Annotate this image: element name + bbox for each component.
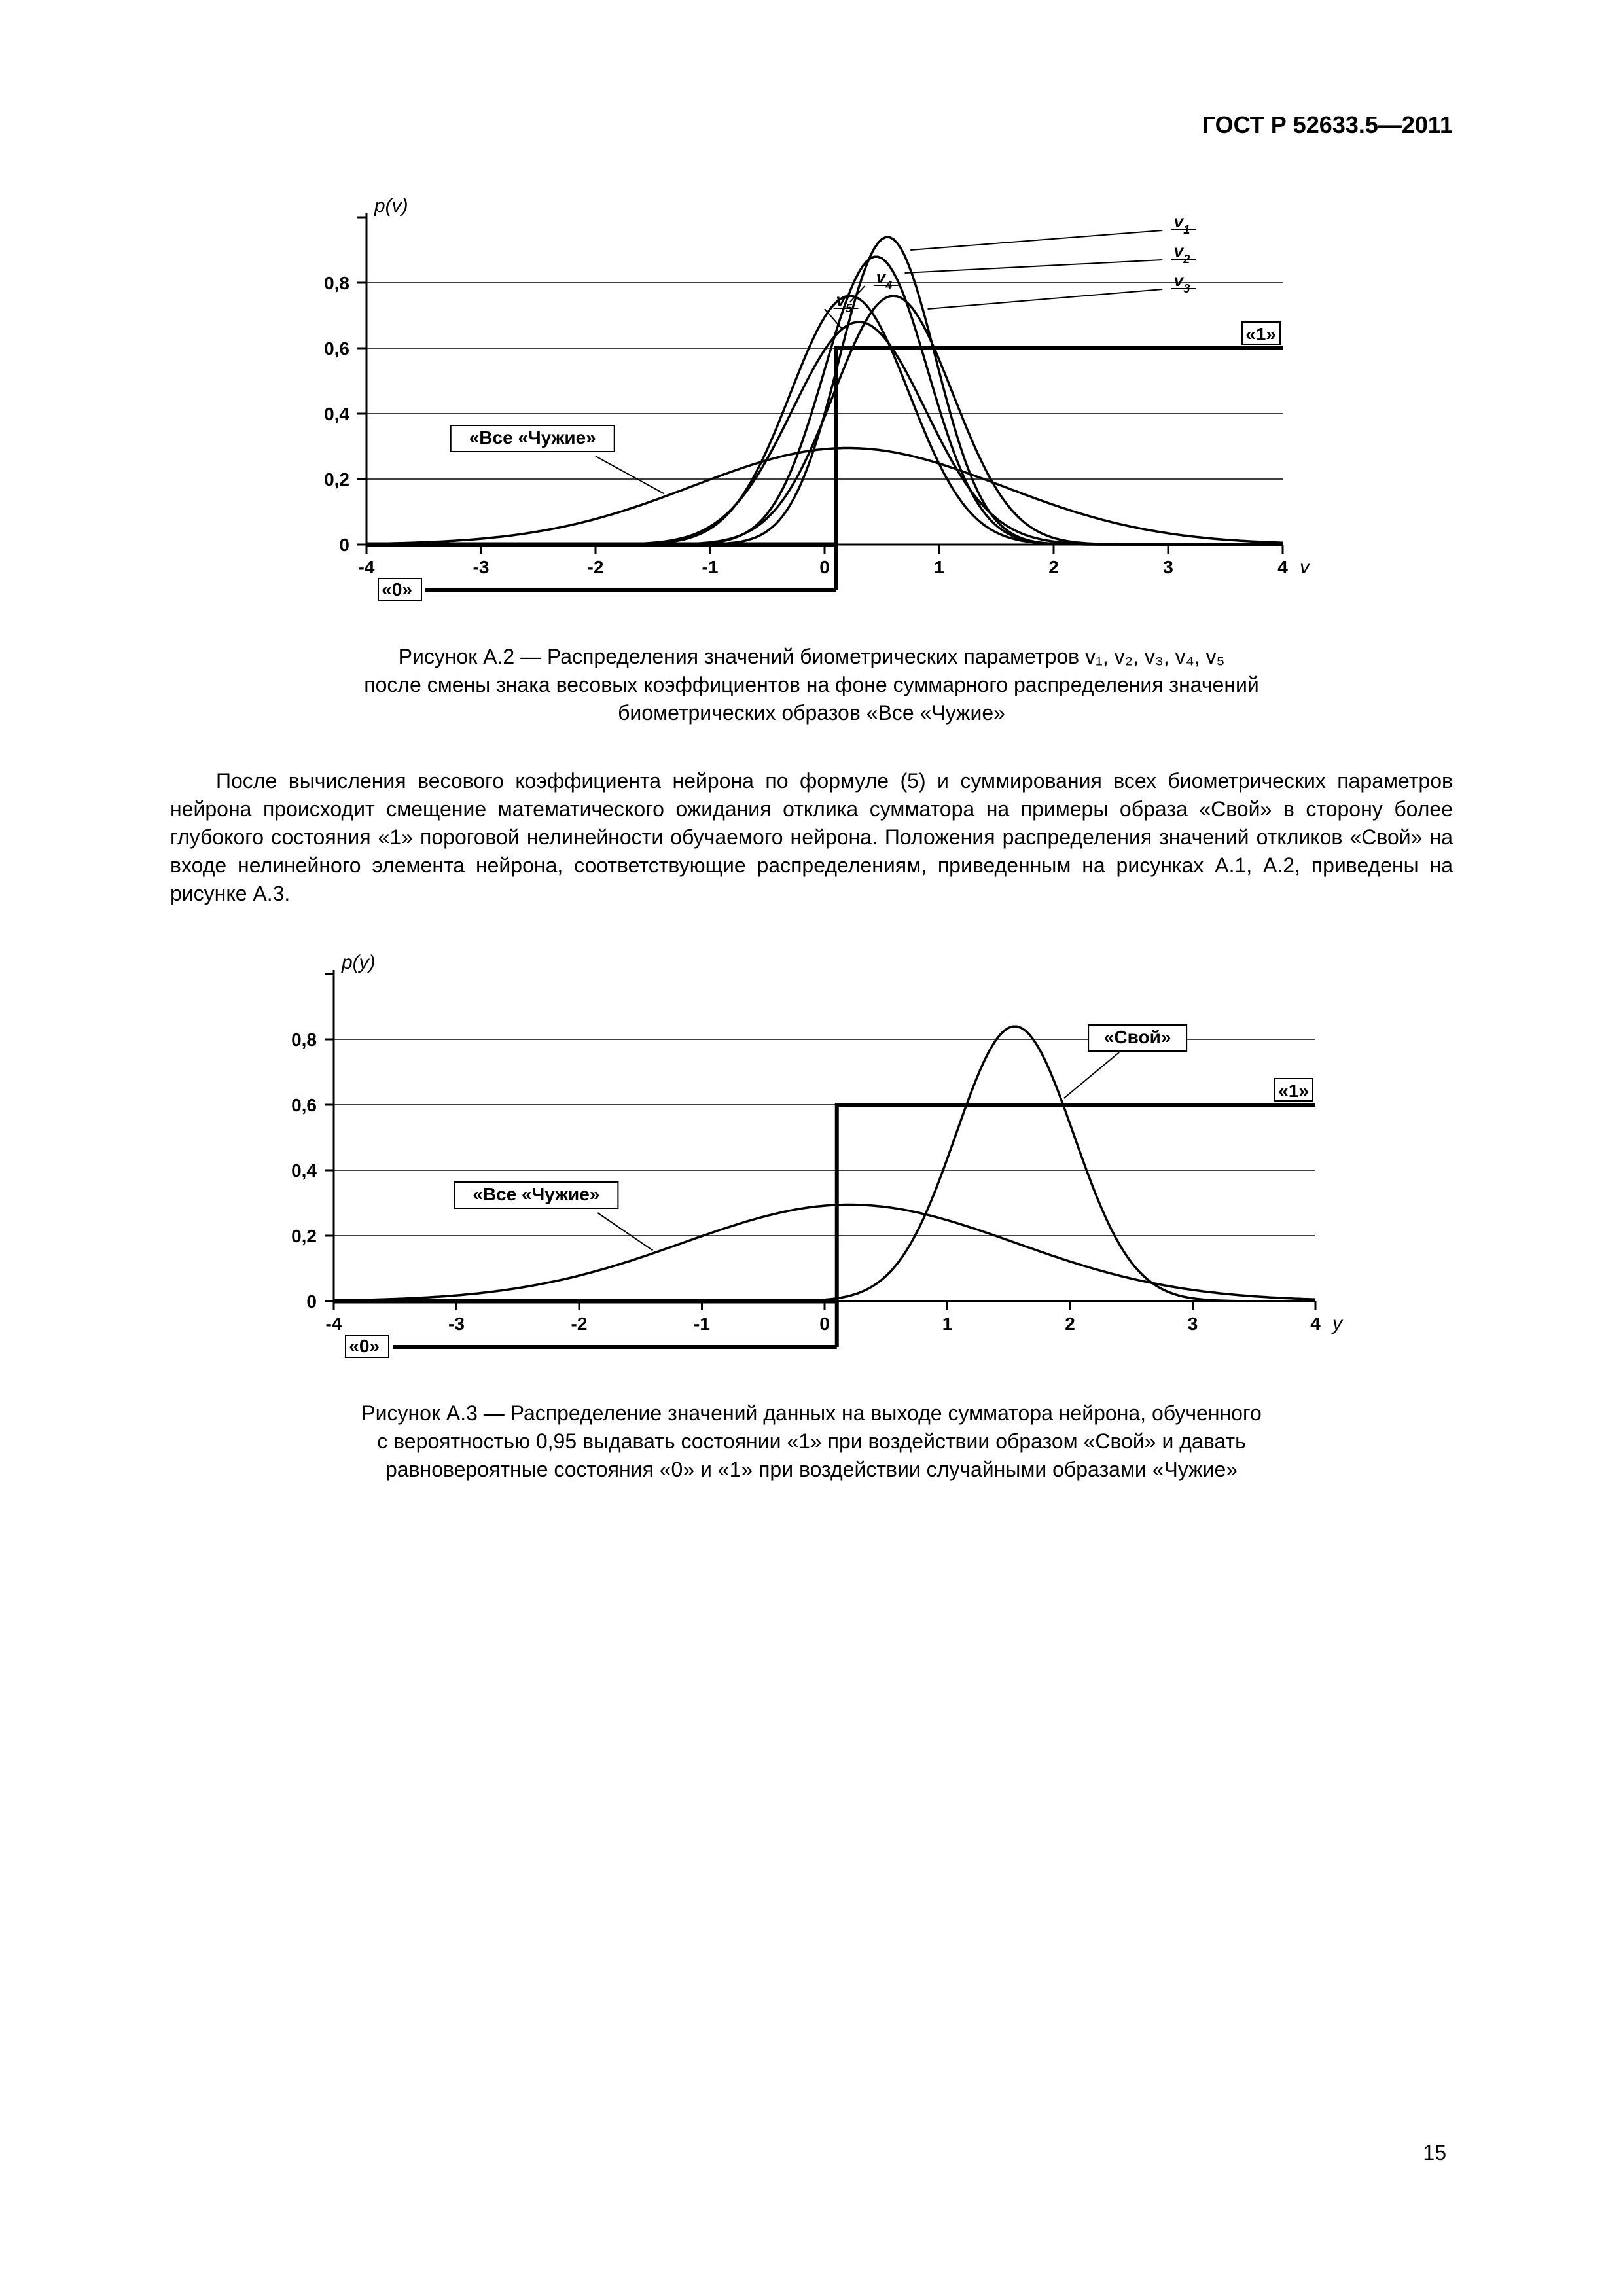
svg-text:0: 0 bbox=[339, 535, 349, 555]
svg-text:4: 4 bbox=[1310, 1314, 1321, 1334]
svg-text:-2: -2 bbox=[588, 557, 604, 577]
svg-text:0,8: 0,8 bbox=[291, 1030, 317, 1050]
svg-text:-4: -4 bbox=[359, 557, 375, 577]
caption-a3: Рисунок А.3 — Распределение значений дан… bbox=[255, 1399, 1368, 1484]
svg-text:«Все «Чужие»: «Все «Чужие» bbox=[473, 1184, 599, 1204]
svg-text:0,4: 0,4 bbox=[291, 1160, 317, 1181]
svg-text:0: 0 bbox=[819, 1314, 830, 1334]
svg-text:-4: -4 bbox=[326, 1314, 342, 1334]
svg-text:0,8: 0,8 bbox=[324, 273, 349, 293]
svg-text:0,2: 0,2 bbox=[324, 469, 349, 490]
caption-a3-l3: равновероятные состояния «0» и «1» при в… bbox=[385, 1458, 1238, 1481]
svg-text:«Свой»: «Свой» bbox=[1104, 1027, 1171, 1047]
svg-text:v: v bbox=[1300, 556, 1311, 578]
svg-text:0,6: 0,6 bbox=[291, 1095, 317, 1115]
svg-text:1: 1 bbox=[934, 557, 944, 577]
svg-text:0,6: 0,6 bbox=[324, 338, 349, 359]
chart-a2-svg: -4 -3 -2 -1 0 1 2 3 4 0 0,2 0,4 0,6 0,8 p(v) v «0» «1» «Вс… bbox=[288, 191, 1335, 610]
caption-a3-l1: Рисунок А.3 — Распределение значений дан… bbox=[361, 1401, 1261, 1425]
svg-text:«1»: «1» bbox=[1278, 1081, 1309, 1101]
caption-a2-l2: после смены знака весовых коэффициентов … bbox=[364, 673, 1259, 696]
svg-text:«1»: «1» bbox=[1245, 324, 1276, 344]
svg-text:4: 4 bbox=[1277, 557, 1288, 577]
figure-a2: -4 -3 -2 -1 0 1 2 3 4 0 0,2 0,4 0,6 0,8 p(v) v «0» «1» «Вс… bbox=[170, 191, 1453, 610]
paragraph-1: После вычисления весового коэффициента н… bbox=[170, 767, 1453, 908]
caption-a2-l3: биометрических образов «Все «Чужие» bbox=[618, 701, 1005, 725]
caption-a2: Рисунок А.2 — Распределения значений био… bbox=[255, 643, 1368, 728]
svg-text:«Все «Чужие»: «Все «Чужие» bbox=[469, 427, 596, 448]
page-number: 15 bbox=[1423, 2141, 1446, 2165]
svg-text:p(v): p(v) bbox=[374, 195, 408, 217]
figure-a3: -4 -3 -2 -1 0 1 2 3 4 0 0,2 0,4 0,6 0,8 p(y) y «0» «1» «Вс… bbox=[170, 948, 1453, 1367]
svg-text:3: 3 bbox=[1188, 1314, 1198, 1334]
svg-text:0,2: 0,2 bbox=[291, 1226, 317, 1246]
svg-text:3: 3 bbox=[1163, 557, 1173, 577]
svg-text:y: y bbox=[1331, 1313, 1344, 1335]
svg-text:-1: -1 bbox=[702, 557, 719, 577]
svg-text:v1: v1 bbox=[1174, 211, 1190, 236]
caption-a3-l2: с вероятностью 0,95 выдавать состоянии «… bbox=[377, 1429, 1246, 1453]
svg-text:«0»: «0» bbox=[382, 579, 412, 600]
svg-text:-2: -2 bbox=[571, 1314, 588, 1334]
svg-text:2: 2 bbox=[1048, 557, 1059, 577]
svg-text:0: 0 bbox=[306, 1291, 317, 1312]
svg-text:v4: v4 bbox=[876, 267, 892, 292]
svg-text:«0»: «0» bbox=[349, 1336, 380, 1356]
chart-a3-svg: -4 -3 -2 -1 0 1 2 3 4 0 0,2 0,4 0,6 0,8 p(y) y «0» «1» «Вс… bbox=[255, 948, 1368, 1367]
svg-text:1: 1 bbox=[942, 1314, 953, 1334]
svg-text:-3: -3 bbox=[448, 1314, 465, 1334]
svg-text:0,4: 0,4 bbox=[324, 404, 349, 424]
caption-a2-l1: Рисунок А.2 — Распределения значений био… bbox=[399, 645, 1225, 668]
svg-text:-3: -3 bbox=[473, 557, 490, 577]
svg-text:2: 2 bbox=[1065, 1314, 1075, 1334]
svg-text:0: 0 bbox=[819, 557, 830, 577]
svg-text:v2: v2 bbox=[1174, 241, 1190, 266]
doc-header: ГОСТ Р 52633.5—2011 bbox=[170, 111, 1453, 139]
svg-text:-1: -1 bbox=[694, 1314, 710, 1334]
svg-text:p(y): p(y) bbox=[341, 952, 376, 973]
svg-text:v3: v3 bbox=[1174, 270, 1190, 295]
